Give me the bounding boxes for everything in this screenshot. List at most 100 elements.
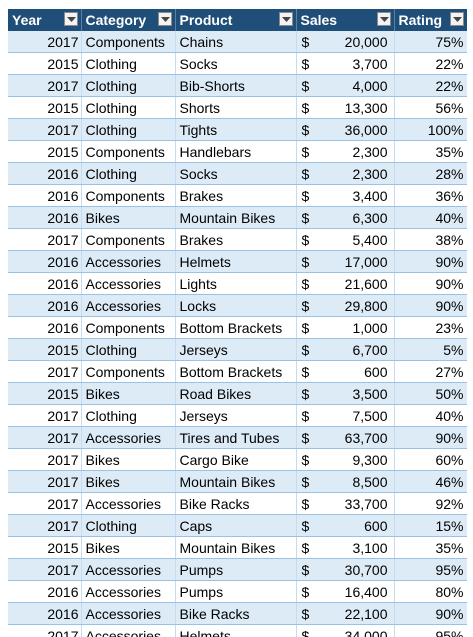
cell-year[interactable]: 2017: [8, 624, 82, 637]
cell-category[interactable]: Accessories: [81, 294, 176, 317]
cell-product[interactable]: Mountain Bikes: [175, 470, 297, 493]
cell-sales[interactable]: $30,700: [296, 558, 395, 581]
cell-year[interactable]: 2017: [8, 514, 82, 537]
cell-product[interactable]: Caps: [175, 514, 297, 537]
cell-product[interactable]: Mountain Bikes: [175, 536, 297, 559]
cell-product[interactable]: Bottom Brackets: [175, 360, 297, 383]
cell-year[interactable]: 2017: [8, 228, 82, 251]
cell-category[interactable]: Clothing: [81, 338, 176, 361]
cell-year[interactable]: 2016: [8, 602, 82, 625]
cell-sales[interactable]: $2,300: [296, 162, 395, 185]
cell-sales[interactable]: $29,800: [296, 294, 395, 317]
cell-rating[interactable]: 95%: [394, 624, 468, 637]
cell-sales[interactable]: $13,300: [296, 96, 395, 119]
cell-product[interactable]: Jerseys: [175, 338, 297, 361]
cell-rating[interactable]: 92%: [394, 492, 468, 515]
cell-product[interactable]: Bike Racks: [175, 492, 297, 515]
cell-category[interactable]: Accessories: [81, 272, 176, 295]
cell-category[interactable]: Clothing: [81, 404, 176, 427]
cell-product[interactable]: Socks: [175, 162, 297, 185]
cell-product[interactable]: Mountain Bikes: [175, 206, 297, 229]
cell-category[interactable]: Components: [81, 360, 176, 383]
cell-year[interactable]: 2015: [8, 382, 82, 405]
cell-sales[interactable]: $6,300: [296, 206, 395, 229]
cell-rating[interactable]: 46%: [394, 470, 468, 493]
cell-product[interactable]: Cargo Bike: [175, 448, 297, 471]
cell-sales[interactable]: $33,700: [296, 492, 395, 515]
cell-category[interactable]: Bikes: [81, 448, 176, 471]
cell-year[interactable]: 2016: [8, 272, 82, 295]
cell-rating[interactable]: 23%: [394, 316, 468, 339]
cell-category[interactable]: Accessories: [81, 426, 176, 449]
cell-year[interactable]: 2016: [8, 580, 82, 603]
cell-category[interactable]: Components: [81, 228, 176, 251]
cell-year[interactable]: 2015: [8, 140, 82, 163]
cell-sales[interactable]: $34,000: [296, 624, 395, 637]
cell-year[interactable]: 2017: [8, 492, 82, 515]
cell-year[interactable]: 2015: [8, 338, 82, 361]
cell-sales[interactable]: $63,700: [296, 426, 395, 449]
cell-category[interactable]: Clothing: [81, 74, 176, 97]
cell-product[interactable]: Helmets: [175, 624, 297, 637]
cell-year[interactable]: 2015: [8, 536, 82, 559]
cell-category[interactable]: Components: [81, 31, 176, 53]
cell-category[interactable]: Bikes: [81, 382, 176, 405]
cell-sales[interactable]: $3,400: [296, 184, 395, 207]
cell-year[interactable]: 2017: [8, 74, 82, 97]
cell-category[interactable]: Bikes: [81, 206, 176, 229]
cell-sales[interactable]: $2,300: [296, 140, 395, 163]
cell-rating[interactable]: 38%: [394, 228, 468, 251]
cell-rating[interactable]: 36%: [394, 184, 468, 207]
filter-dropdown-button[interactable]: [157, 12, 172, 26]
cell-year[interactable]: 2016: [8, 294, 82, 317]
cell-product[interactable]: Bib-Shorts: [175, 74, 297, 97]
cell-sales[interactable]: $600: [296, 360, 395, 383]
cell-product[interactable]: Pumps: [175, 558, 297, 581]
cell-year[interactable]: 2017: [8, 118, 82, 141]
cell-rating[interactable]: 35%: [394, 536, 468, 559]
cell-rating[interactable]: 22%: [394, 74, 468, 97]
cell-rating[interactable]: 60%: [394, 448, 468, 471]
cell-category[interactable]: Clothing: [81, 514, 176, 537]
cell-rating[interactable]: 90%: [394, 272, 468, 295]
cell-sales[interactable]: $8,500: [296, 470, 395, 493]
cell-sales[interactable]: $9,300: [296, 448, 395, 471]
cell-product[interactable]: Tires and Tubes: [175, 426, 297, 449]
cell-product[interactable]: Lights: [175, 272, 297, 295]
cell-sales[interactable]: $5,400: [296, 228, 395, 251]
cell-category[interactable]: Bikes: [81, 536, 176, 559]
cell-category[interactable]: Clothing: [81, 96, 176, 119]
filter-dropdown-button[interactable]: [63, 12, 78, 26]
cell-rating[interactable]: 15%: [394, 514, 468, 537]
cell-product[interactable]: Chains: [175, 31, 297, 53]
cell-year[interactable]: 2016: [8, 206, 82, 229]
cell-year[interactable]: 2016: [8, 162, 82, 185]
cell-product[interactable]: Helmets: [175, 250, 297, 273]
cell-category[interactable]: Bikes: [81, 470, 176, 493]
cell-sales[interactable]: $600: [296, 514, 395, 537]
filter-dropdown-button[interactable]: [376, 12, 391, 26]
cell-rating[interactable]: 56%: [394, 96, 468, 119]
cell-category[interactable]: Accessories: [81, 492, 176, 515]
cell-category[interactable]: Accessories: [81, 624, 176, 637]
cell-rating[interactable]: 80%: [394, 580, 468, 603]
cell-sales[interactable]: $1,000: [296, 316, 395, 339]
cell-year[interactable]: 2017: [8, 558, 82, 581]
cell-sales[interactable]: $36,000: [296, 118, 395, 141]
cell-product[interactable]: Brakes: [175, 184, 297, 207]
cell-sales[interactable]: $20,000: [296, 31, 395, 53]
cell-rating[interactable]: 90%: [394, 294, 468, 317]
cell-rating[interactable]: 90%: [394, 602, 468, 625]
cell-product[interactable]: Socks: [175, 52, 297, 75]
cell-rating[interactable]: 5%: [394, 338, 468, 361]
cell-sales[interactable]: $7,500: [296, 404, 395, 427]
cell-rating[interactable]: 35%: [394, 140, 468, 163]
cell-product[interactable]: Shorts: [175, 96, 297, 119]
cell-product[interactable]: Tights: [175, 118, 297, 141]
cell-year[interactable]: 2016: [8, 184, 82, 207]
cell-sales[interactable]: $21,600: [296, 272, 395, 295]
cell-category[interactable]: Components: [81, 316, 176, 339]
cell-product[interactable]: Road Bikes: [175, 382, 297, 405]
cell-sales[interactable]: $4,000: [296, 74, 395, 97]
cell-year[interactable]: 2017: [8, 426, 82, 449]
